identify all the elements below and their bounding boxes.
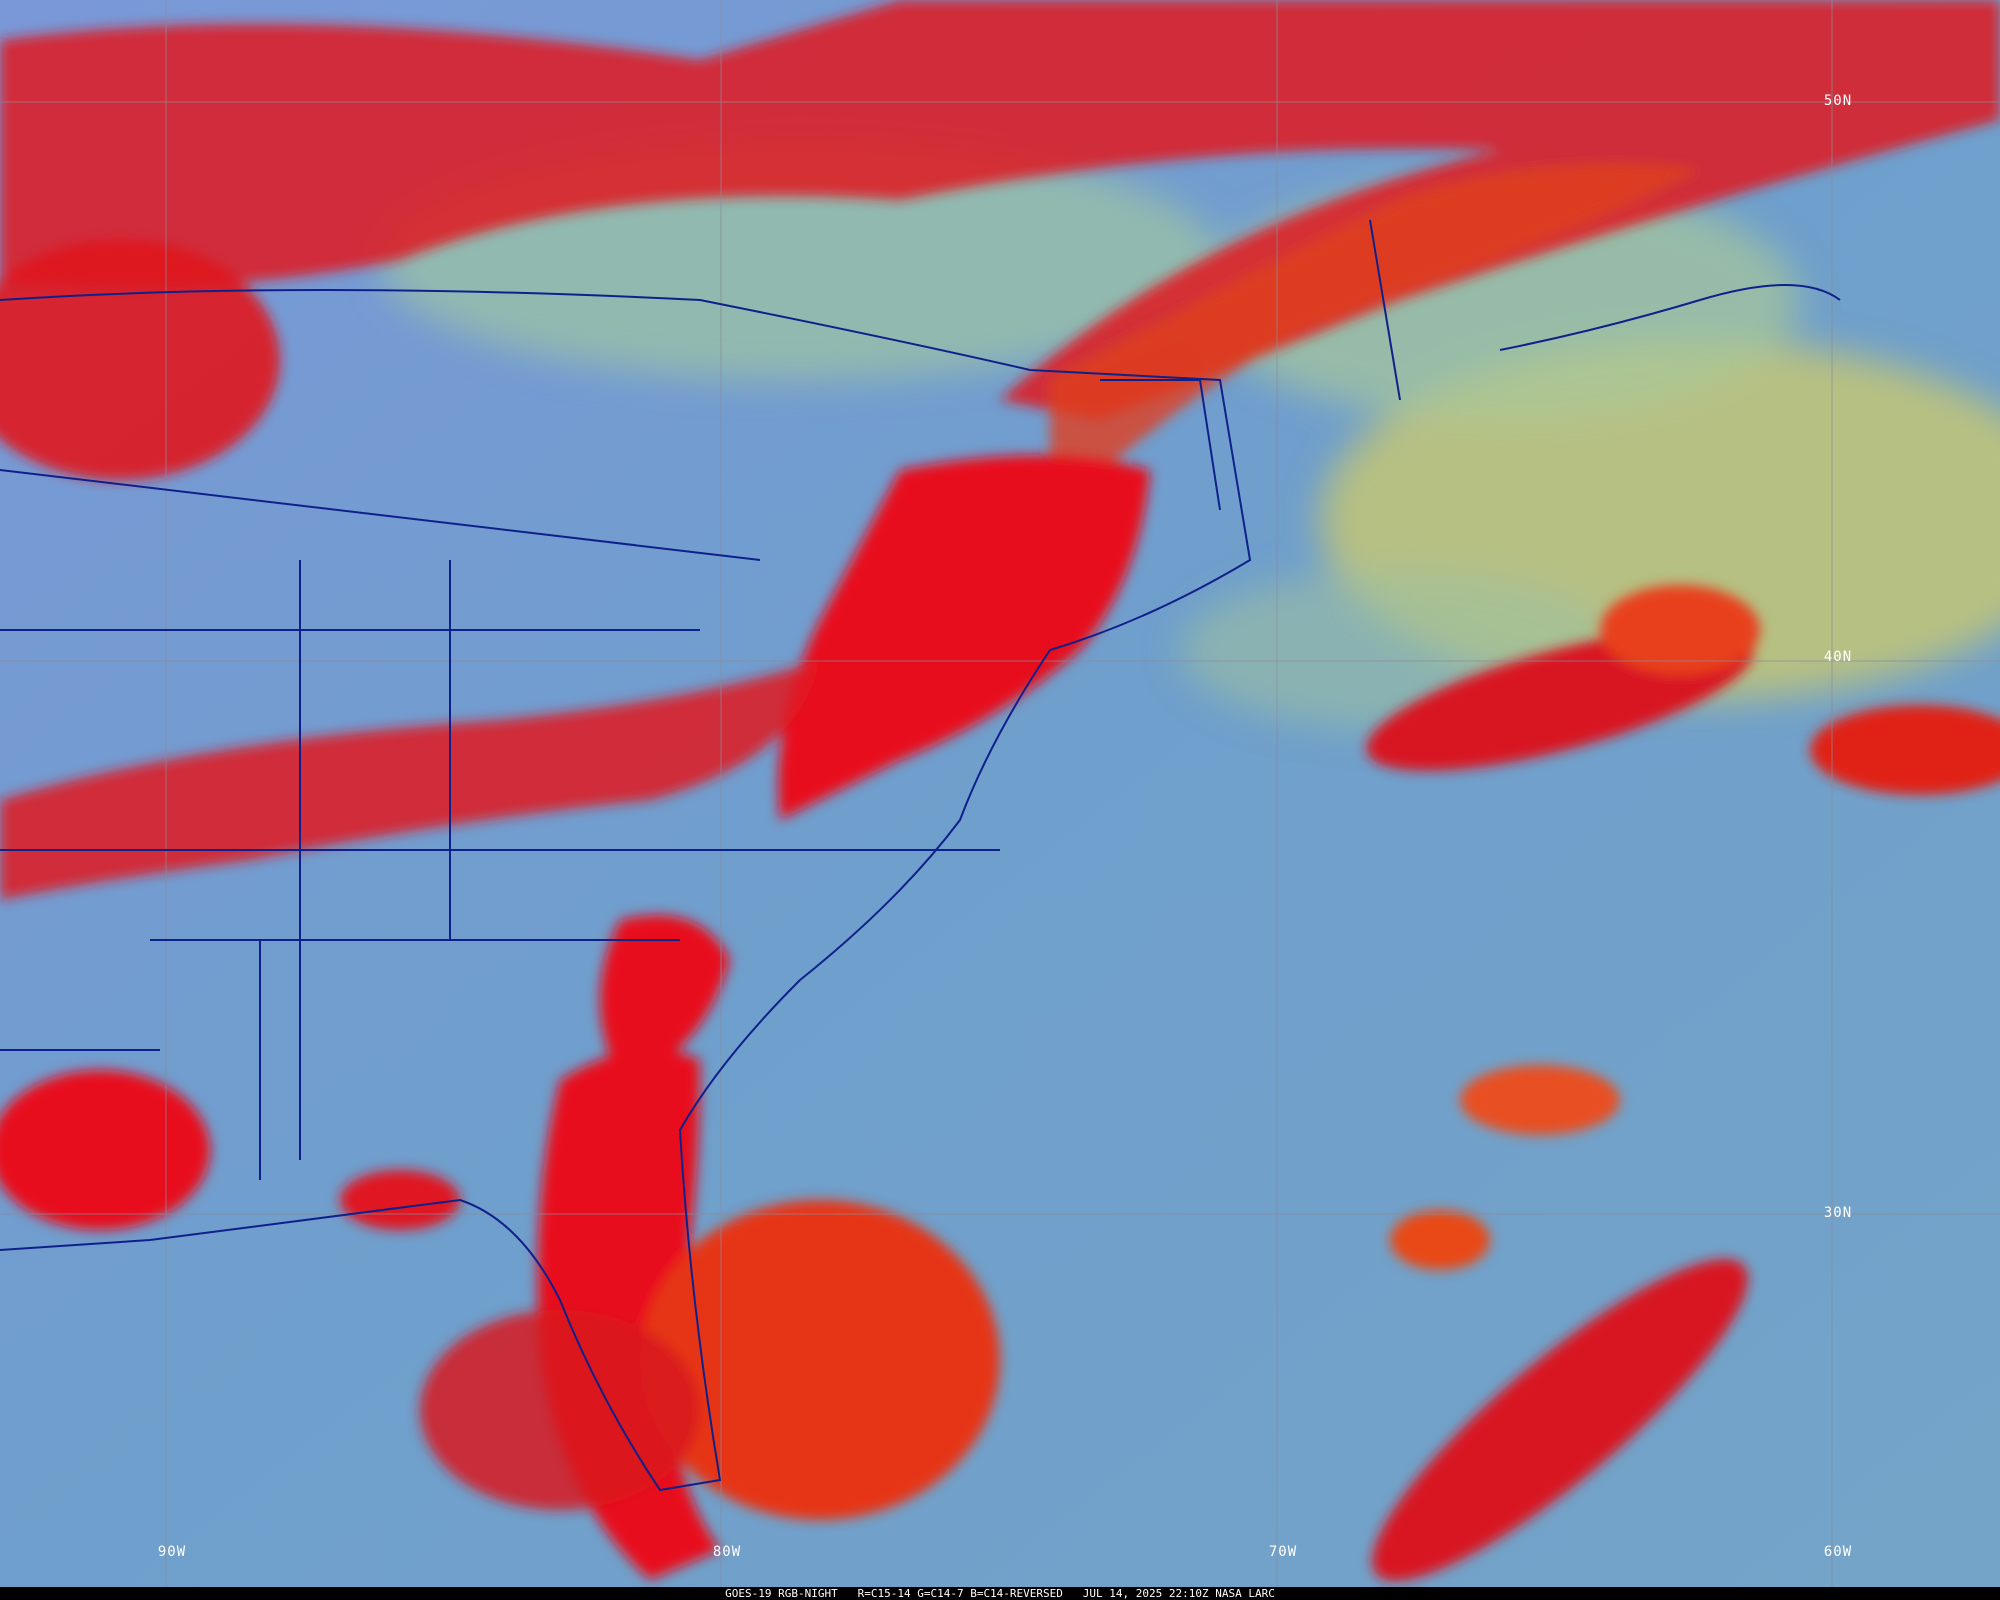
caption-timestamp: JUL 14, 2025 22:10Z NASA LARC (1082, 1587, 1275, 1600)
latitude-label-50n: 50N (1823, 93, 1853, 109)
caption-recipe: R=C15-14 G=C14-7 B=C14-REVERSED (857, 1587, 1063, 1600)
caption-bar: GOES-19 RGB-NIGHT R=C15-14 G=C14-7 B=C14… (0, 1587, 2000, 1600)
longitude-label-80w: 80W (712, 1544, 742, 1560)
longitude-label-70w: 70W (1268, 1544, 1298, 1560)
longitude-label-90w: 90W (157, 1544, 187, 1560)
latitude-label-40n: 40N (1823, 649, 1853, 665)
coastlines-and-borders (0, 219, 1841, 1492)
longitude-label-60w: 60W (1823, 1544, 1853, 1560)
caption-satellite: GOES-19 RGB-NIGHT (725, 1587, 838, 1600)
latitude-label-30n: 30N (1823, 1205, 1853, 1221)
